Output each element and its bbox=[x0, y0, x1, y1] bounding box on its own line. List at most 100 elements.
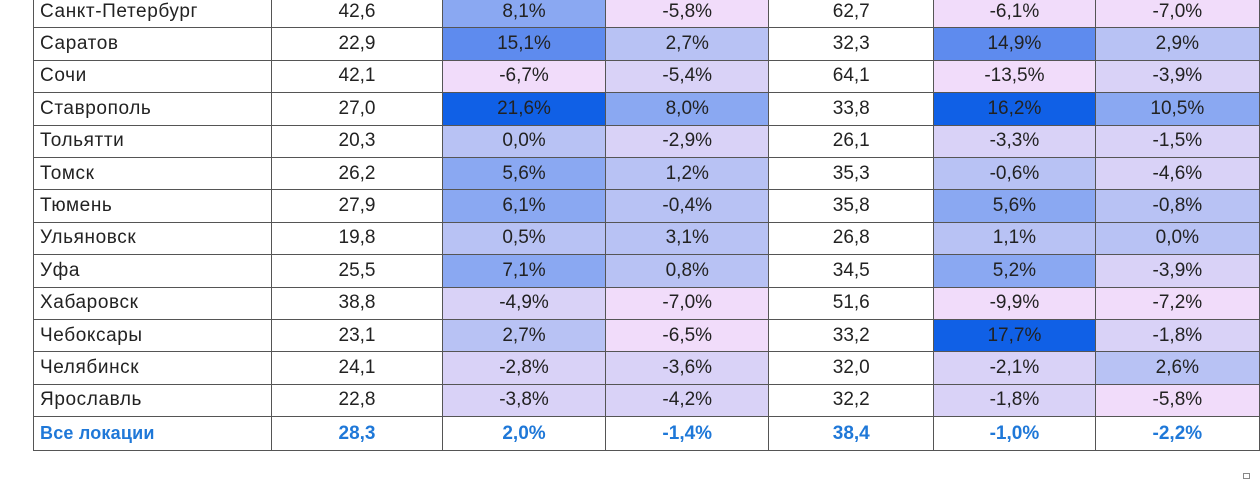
change-1: 5,6% bbox=[441, 156, 607, 191]
table-row: Тольятти 20,3 0,0% -2,9% 26,1 -3,3% -1,5% bbox=[32, 124, 1260, 158]
change-4: -3,9% bbox=[1094, 59, 1260, 94]
city-name: Саратов bbox=[32, 27, 273, 61]
value-1: 23,1 bbox=[271, 318, 443, 353]
change-2: -2,9% bbox=[605, 124, 770, 158]
change-3: -0,6% bbox=[933, 156, 1096, 191]
value-2: 32,0 bbox=[768, 351, 935, 385]
value-1: 27,0 bbox=[271, 92, 443, 126]
value-2: 35,3 bbox=[768, 156, 935, 191]
change-1: 2,7% bbox=[441, 318, 607, 353]
change-2: -4,2% bbox=[605, 383, 770, 418]
value-1: 42,6 bbox=[271, 0, 443, 29]
change-2: 0,8% bbox=[605, 254, 770, 288]
table-row: Челябинск 24,1 -2,8% -3,6% 32,0 -2,1% 2,6% bbox=[32, 351, 1260, 385]
value-2: 32,2 bbox=[768, 383, 935, 418]
change-2: 2,7% bbox=[605, 27, 770, 61]
change-1: 7,1% bbox=[441, 254, 607, 288]
total-change-2: -1,4% bbox=[605, 416, 770, 452]
change-3: -3,3% bbox=[933, 124, 1096, 158]
change-3: 1,1% bbox=[933, 221, 1096, 256]
table-body: Санкт-Петербург 42,6 8,1% -5,8% 62,7 -6,1% -7,… bbox=[32, 0, 1260, 452]
change-2: 8,0% bbox=[605, 92, 770, 126]
total-label: Все локации bbox=[32, 416, 273, 452]
total-change-3: -1,0% bbox=[933, 416, 1096, 452]
change-3: 17,7% bbox=[933, 318, 1096, 353]
value-2: 34,5 bbox=[768, 254, 935, 288]
change-2: -3,6% bbox=[605, 351, 770, 385]
value-1: 20,3 bbox=[271, 124, 443, 158]
value-2: 26,1 bbox=[768, 124, 935, 158]
table-row: Чебоксары 23,1 2,7% -6,5% 33,2 17,7% -1,8% bbox=[32, 318, 1260, 353]
change-3: 5,6% bbox=[933, 189, 1096, 223]
table-row: Уфа 25,5 7,1% 0,8% 34,5 5,2% -3,9% bbox=[32, 254, 1260, 288]
city-name: Томск bbox=[32, 156, 273, 191]
total-change-1: 2,0% bbox=[441, 416, 607, 452]
city-name: Челябинск bbox=[32, 351, 273, 385]
change-1: 6,1% bbox=[441, 189, 607, 223]
change-1: -6,7% bbox=[441, 59, 607, 94]
change-1: 0,0% bbox=[441, 124, 607, 158]
value-2: 33,2 bbox=[768, 318, 935, 353]
value-1: 42,1 bbox=[271, 59, 443, 94]
value-1: 26,2 bbox=[271, 156, 443, 191]
value-1: 25,5 bbox=[271, 254, 443, 288]
change-1: -3,8% bbox=[441, 383, 607, 418]
city-name: Тольятти bbox=[32, 124, 273, 158]
value-2: 32,3 bbox=[768, 27, 935, 61]
table-row: Ставрополь 27,0 21,6% 8,0% 33,8 16,2% 10,5% bbox=[32, 92, 1260, 126]
value-1: 22,8 bbox=[271, 383, 443, 418]
change-1: 15,1% bbox=[441, 27, 607, 61]
table-row: Томск 26,2 5,6% 1,2% 35,3 -0,6% -4,6% bbox=[32, 156, 1260, 191]
value-1: 19,8 bbox=[271, 221, 443, 256]
value-2: 62,7 bbox=[768, 0, 935, 29]
change-3: -9,9% bbox=[933, 286, 1096, 320]
change-4: -3,9% bbox=[1094, 254, 1260, 288]
change-4: 0,0% bbox=[1094, 221, 1260, 256]
table-row: Санкт-Петербург 42,6 8,1% -5,8% 62,7 -6,1% -7,… bbox=[32, 0, 1260, 29]
city-name: Ярославль bbox=[32, 383, 273, 418]
change-4: 2,6% bbox=[1094, 351, 1260, 385]
change-3: -13,5% bbox=[933, 59, 1096, 94]
change-4: 10,5% bbox=[1094, 92, 1260, 126]
table-row: Тюмень 27,9 6,1% -0,4% 35,8 5,6% -0,8% bbox=[32, 189, 1260, 223]
value-1: 22,9 bbox=[271, 27, 443, 61]
city-name: Чебоксары bbox=[32, 318, 273, 353]
value-2: 35,8 bbox=[768, 189, 935, 223]
change-2: 1,2% bbox=[605, 156, 770, 191]
change-2: 3,1% bbox=[605, 221, 770, 256]
table-row: Сочи 42,1 -6,7% -5,4% 64,1 -13,5% -3,9% bbox=[32, 59, 1260, 94]
city-name: Санкт-Петербург bbox=[32, 0, 273, 29]
value-2: 26,8 bbox=[768, 221, 935, 256]
change-2: -6,5% bbox=[605, 318, 770, 353]
value-1: 24,1 bbox=[271, 351, 443, 385]
change-2: -5,8% bbox=[605, 0, 770, 29]
corner-handle-mark bbox=[1243, 473, 1250, 479]
value-1: 38,8 bbox=[271, 286, 443, 320]
change-4: -1,8% bbox=[1094, 318, 1260, 353]
change-1: -2,8% bbox=[441, 351, 607, 385]
change-4: -7,2% bbox=[1094, 286, 1260, 320]
change-4: -0,8% bbox=[1094, 189, 1260, 223]
change-1: 21,6% bbox=[441, 92, 607, 126]
total-value-1: 28,3 bbox=[271, 416, 443, 452]
city-name: Тюмень bbox=[32, 189, 273, 223]
locations-table: Санкт-Петербург 42,6 8,1% -5,8% 62,7 -6,1% -7,… bbox=[32, 0, 1260, 452]
city-name: Ульяновск bbox=[32, 221, 273, 256]
value-1: 27,9 bbox=[271, 189, 443, 223]
city-name: Сочи bbox=[32, 59, 273, 94]
change-3: -1,8% bbox=[933, 383, 1096, 418]
table-row: Саратов 22,9 15,1% 2,7% 32,3 14,9% 2,9% bbox=[32, 27, 1260, 61]
change-1: 8,1% bbox=[441, 0, 607, 29]
table-row: Хабаровск 38,8 -4,9% -7,0% 51,6 -9,9% -7,2% bbox=[32, 286, 1260, 320]
change-4: -4,6% bbox=[1094, 156, 1260, 191]
change-2: -0,4% bbox=[605, 189, 770, 223]
change-1: -4,9% bbox=[441, 286, 607, 320]
city-name: Ставрополь bbox=[32, 92, 273, 126]
change-4: -5,8% bbox=[1094, 383, 1260, 418]
value-2: 64,1 bbox=[768, 59, 935, 94]
change-3: 16,2% bbox=[933, 92, 1096, 126]
change-1: 0,5% bbox=[441, 221, 607, 256]
change-4: -1,5% bbox=[1094, 124, 1260, 158]
change-3: 14,9% bbox=[933, 27, 1096, 61]
